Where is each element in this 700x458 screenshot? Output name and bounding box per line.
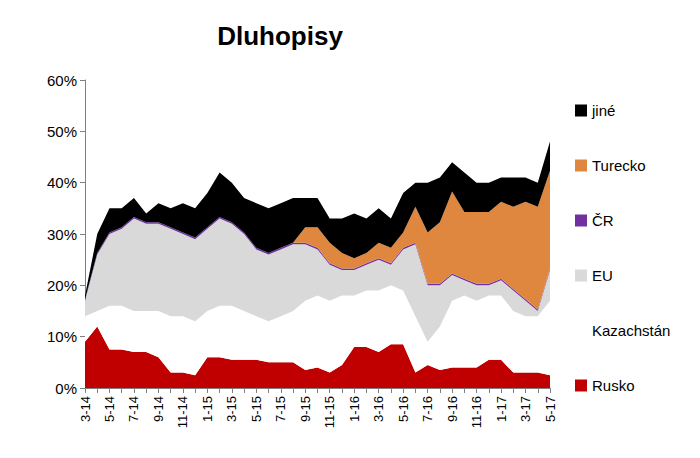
svg-text:Kazachstán: Kazachstán [592, 322, 670, 339]
svg-text:5-16: 5-16 [396, 396, 411, 422]
svg-text:3-17: 3-17 [518, 396, 533, 422]
svg-text:5-15: 5-15 [249, 396, 264, 422]
svg-text:EU: EU [592, 267, 613, 284]
svg-text:11-15: 11-15 [322, 396, 337, 428]
svg-text:Rusko: Rusko [592, 377, 635, 394]
svg-text:0%: 0% [55, 380, 77, 397]
svg-text:9-16: 9-16 [445, 396, 460, 422]
svg-text:9-15: 9-15 [298, 396, 313, 422]
svg-text:11-16: 11-16 [469, 396, 484, 428]
svg-text:20%: 20% [47, 277, 77, 294]
svg-text:7-15: 7-15 [273, 396, 288, 422]
svg-text:11-14: 11-14 [175, 396, 190, 428]
svg-text:30%: 30% [47, 226, 77, 243]
svg-text:5-14: 5-14 [102, 396, 117, 422]
svg-text:1-17: 1-17 [494, 396, 509, 422]
svg-text:40%: 40% [47, 174, 77, 191]
svg-text:3-15: 3-15 [224, 396, 239, 422]
svg-text:9-14: 9-14 [151, 396, 166, 422]
svg-text:jiné: jiné [591, 102, 615, 119]
svg-text:7-16: 7-16 [420, 396, 435, 422]
svg-text:1-16: 1-16 [347, 396, 362, 422]
svg-text:3-16: 3-16 [371, 396, 386, 422]
svg-text:7-14: 7-14 [126, 396, 141, 422]
svg-text:ČR: ČR [592, 212, 614, 229]
svg-text:5-17: 5-17 [543, 396, 558, 422]
svg-text:1-15: 1-15 [200, 396, 215, 422]
svg-text:3-14: 3-14 [78, 396, 93, 422]
svg-text:60%: 60% [47, 72, 77, 89]
svg-text:Turecko: Turecko [592, 157, 646, 174]
svg-text:10%: 10% [47, 328, 77, 345]
svg-text:50%: 50% [47, 123, 77, 140]
svg-text:Dluhopisy: Dluhopisy [217, 21, 343, 51]
